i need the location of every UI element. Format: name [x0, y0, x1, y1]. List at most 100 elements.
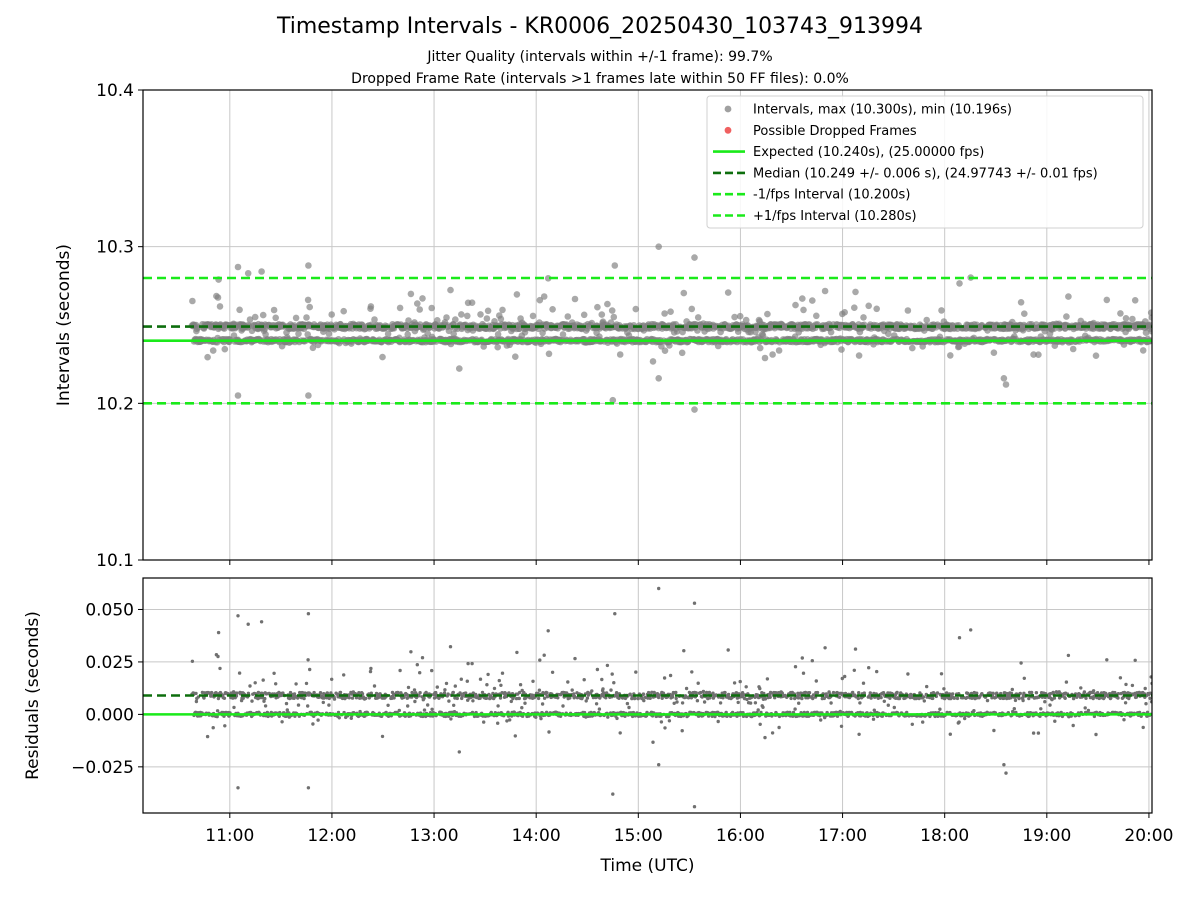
- y-tick-label: 10.4: [96, 81, 134, 101]
- interval-point: [234, 263, 242, 271]
- interval-point: [512, 353, 519, 361]
- y-axis-label: Residuals (seconds): [23, 611, 43, 780]
- interval-point: [483, 315, 491, 322]
- residual-point: [831, 690, 836, 695]
- interval-point: [594, 303, 601, 311]
- residual-point: [285, 708, 289, 712]
- residual-point: [337, 716, 341, 720]
- residual-point: [614, 691, 619, 695]
- residual-point: [935, 691, 940, 695]
- interval-point: [1030, 351, 1037, 358]
- interval-point: [821, 287, 829, 295]
- interval-point: [559, 331, 567, 338]
- residual-point: [1116, 696, 1120, 700]
- residual-point: [625, 701, 630, 706]
- interval-point: [216, 303, 224, 310]
- residual-point: [513, 734, 517, 738]
- residual-point: [807, 691, 812, 695]
- y-tick-label: −0.025: [71, 758, 134, 778]
- residual-point: [843, 674, 847, 679]
- residual-point: [296, 703, 301, 707]
- residual-point: [906, 672, 910, 676]
- interval-point: [434, 317, 441, 324]
- interval-point: [270, 306, 278, 314]
- interval-point: [407, 290, 415, 298]
- residual-point: [980, 692, 984, 696]
- interval-point: [371, 316, 378, 323]
- residual-point: [1084, 696, 1088, 700]
- residual-point: [698, 690, 703, 695]
- interval-point: [632, 305, 640, 313]
- residual-point: [497, 678, 501, 683]
- residual-point: [316, 718, 320, 722]
- residual-point: [680, 729, 684, 733]
- residual-point: [1002, 763, 1006, 767]
- residual-point: [318, 691, 323, 695]
- residual-point: [601, 687, 605, 691]
- residual-point: [504, 692, 508, 696]
- residual-point: [829, 701, 833, 705]
- interval-point: [404, 331, 412, 338]
- residual-point: [667, 719, 672, 723]
- residual-point: [745, 697, 749, 702]
- residual-point: [515, 650, 519, 655]
- residual-point: [636, 696, 640, 701]
- residual-point: [736, 700, 740, 705]
- residual-point: [852, 668, 856, 672]
- residual-point: [952, 696, 956, 700]
- residual-point: [272, 671, 276, 675]
- residual-point: [486, 672, 490, 677]
- interval-point: [608, 307, 616, 314]
- residual-point: [695, 699, 700, 703]
- residual-point: [888, 696, 892, 700]
- residual-point: [1064, 680, 1069, 684]
- residual-point: [1009, 696, 1013, 700]
- residual-point: [471, 699, 475, 703]
- interval-point: [855, 352, 863, 359]
- residual-point: [726, 692, 731, 697]
- interval-point: [1092, 352, 1100, 360]
- residual-point: [484, 696, 489, 700]
- residual-point: [568, 696, 572, 700]
- residual-point: [696, 681, 700, 685]
- residual-point: [758, 722, 762, 726]
- residual-point: [520, 706, 524, 710]
- interval-point: [1131, 297, 1139, 304]
- interval-point: [209, 347, 217, 354]
- legend-marker: [724, 105, 732, 113]
- plot-frame: [142, 577, 1153, 814]
- interval-point: [1142, 329, 1150, 337]
- residual-point: [716, 719, 720, 724]
- residual-point: [406, 685, 411, 690]
- residual-point: [369, 666, 373, 671]
- residual-point: [738, 679, 742, 684]
- residual-point: [1012, 707, 1016, 711]
- interval-point: [841, 309, 848, 316]
- residual-point: [922, 699, 926, 703]
- residual-point: [236, 786, 240, 790]
- x-tick-label: 19:00: [1022, 826, 1071, 846]
- residual-point: [466, 661, 470, 666]
- residual-point: [190, 659, 195, 663]
- residual-point: [837, 695, 842, 699]
- residual-point: [690, 670, 694, 674]
- interval-point: [1000, 375, 1008, 382]
- residual-point: [518, 690, 522, 695]
- residual-point: [662, 676, 667, 680]
- x-tick-label: 20:00: [1124, 826, 1173, 846]
- interval-point: [938, 307, 945, 314]
- residual-point: [597, 707, 602, 711]
- residual-point: [545, 691, 549, 695]
- residual-point: [250, 699, 254, 703]
- interval-point: [827, 328, 835, 336]
- residual-point: [801, 671, 806, 675]
- residual-point: [680, 701, 685, 705]
- residual-point: [509, 699, 513, 704]
- residual-point: [464, 691, 468, 695]
- x-tick-label: 17:00: [818, 826, 867, 846]
- residual-point: [838, 709, 842, 714]
- interval-point: [244, 270, 252, 277]
- residual-point: [1123, 701, 1128, 705]
- residual-point: [1063, 696, 1067, 700]
